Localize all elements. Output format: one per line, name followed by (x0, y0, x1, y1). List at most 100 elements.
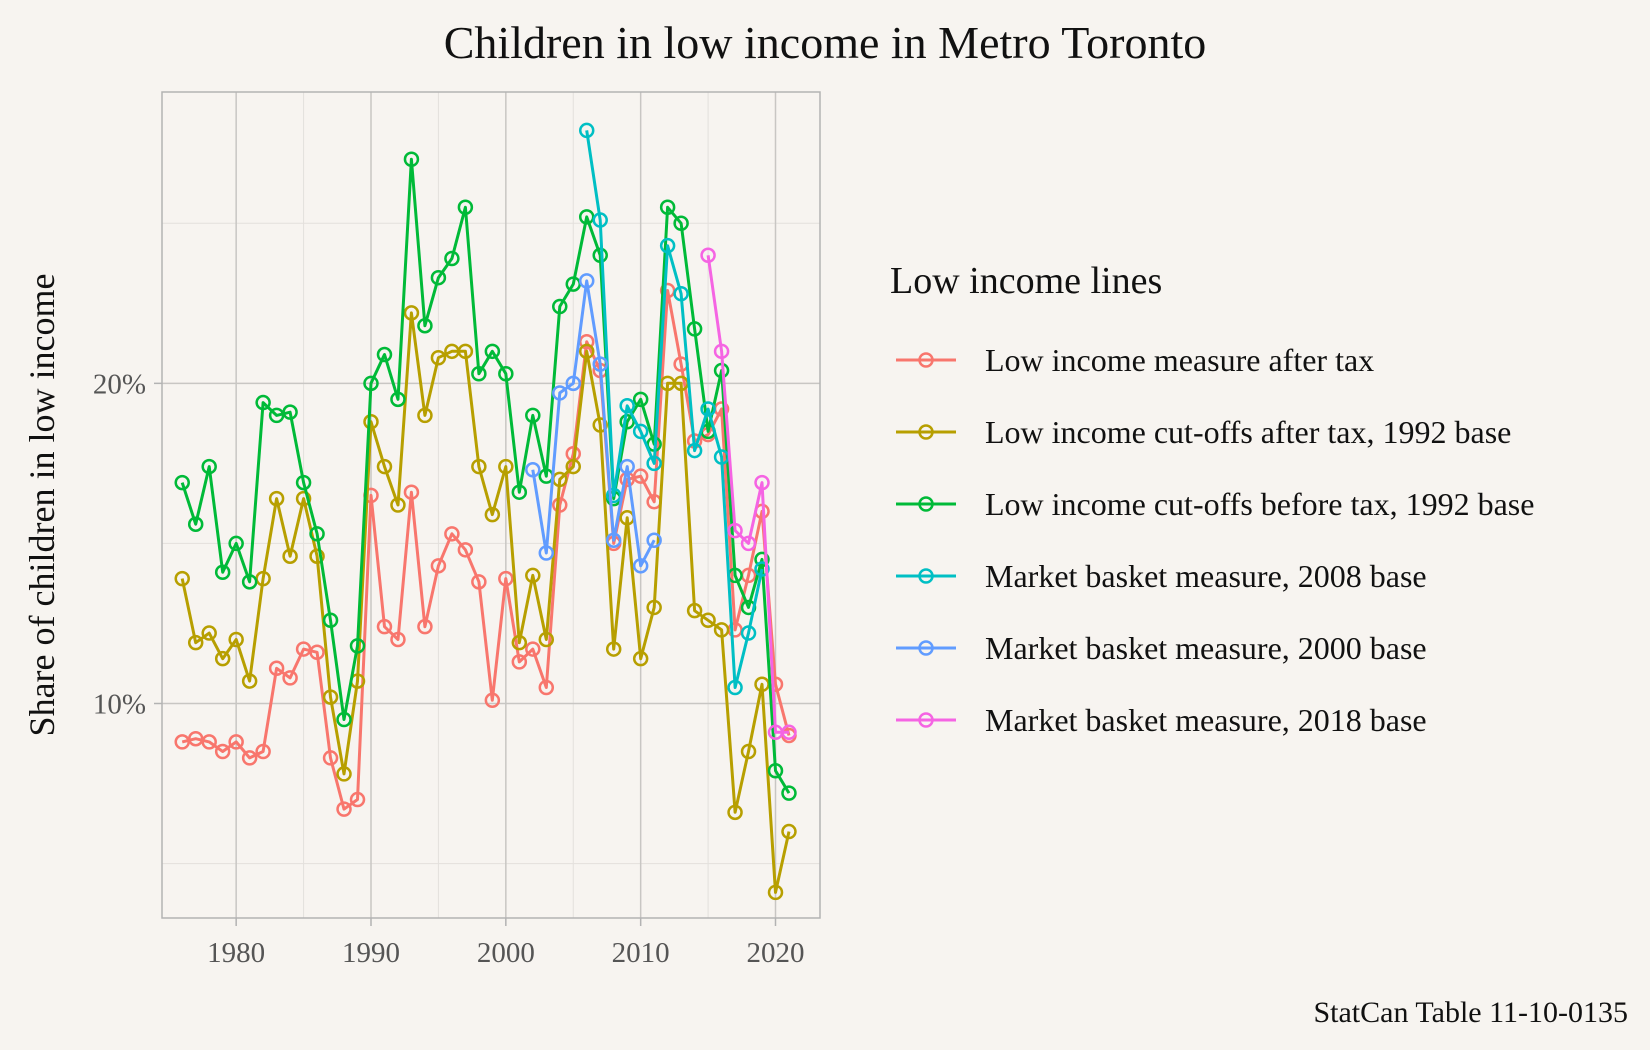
data-point (700, 401, 716, 417)
data-point (740, 743, 757, 760)
data-point (538, 545, 555, 561)
data-point (268, 660, 285, 677)
x-tick-label: 1980 (207, 937, 265, 969)
data-point (282, 548, 298, 564)
data-point (646, 455, 662, 472)
legend: Low income lines Low income measure afte… (890, 260, 1534, 738)
y-axis-label: Share of children in low income (22, 274, 62, 737)
legend-item: Market basket measure, 2000 base (896, 630, 1427, 666)
data-point (174, 474, 190, 491)
data-point (430, 269, 447, 286)
data-point (471, 365, 487, 382)
legend-label: Market basket measure, 2018 base (985, 702, 1427, 738)
data-point (646, 532, 662, 548)
data-point (754, 474, 770, 491)
data-point (484, 692, 501, 709)
data-point (417, 407, 433, 424)
data-point (632, 423, 649, 440)
data-point (605, 532, 622, 548)
data-point (336, 801, 352, 817)
data-point (349, 638, 366, 654)
data-point (309, 548, 325, 564)
x-tick-label: 2000 (477, 937, 535, 969)
data-point (471, 574, 487, 590)
series-line (706, 255, 789, 734)
legend-label: Market basket measure, 2000 base (985, 630, 1427, 666)
data-point (619, 458, 635, 475)
data-point (403, 151, 420, 167)
data-point (376, 618, 393, 635)
panel-border (161, 91, 821, 919)
data-point (686, 321, 703, 337)
data-point (241, 574, 258, 590)
legend-item: Low income measure after tax (896, 342, 1374, 378)
data-point (767, 762, 784, 779)
data-point (457, 199, 474, 216)
legend-key-point (918, 352, 934, 368)
data-point (295, 474, 312, 491)
chart-caption: StatCan Table 11-10-0135 (1313, 996, 1628, 1029)
y-tick-label: 20% (93, 368, 146, 400)
data-point (322, 612, 339, 629)
data-point (592, 356, 608, 372)
data-point (484, 343, 501, 360)
data-point (228, 535, 244, 552)
data-point (336, 711, 352, 728)
data-point (282, 670, 298, 686)
legend-label: Low income cut-offs before tax, 1992 bas… (985, 486, 1534, 522)
data-point (282, 404, 298, 420)
data-point (444, 526, 460, 542)
data-point (471, 458, 487, 475)
data-point (241, 750, 258, 766)
data-point (727, 522, 743, 539)
data-point (484, 506, 501, 523)
data-point (511, 654, 528, 670)
legend-item: Low income cut-offs before tax, 1992 bas… (896, 486, 1534, 522)
data-point (255, 394, 271, 411)
data-point (376, 346, 393, 363)
series-3 (578, 122, 770, 696)
legend-key-point (918, 640, 934, 656)
data-point (525, 567, 541, 584)
series-line (181, 289, 791, 811)
data-point (403, 305, 420, 321)
data-point (390, 631, 406, 648)
data-point (457, 343, 474, 360)
data-point (187, 516, 204, 532)
data-point (336, 766, 352, 782)
data-point (511, 484, 528, 500)
data-point (552, 385, 568, 401)
legend-item: Market basket measure, 2018 base (896, 702, 1427, 738)
data-point (592, 417, 608, 433)
legend-item: Low income cut-offs after tax, 1992 base (896, 414, 1511, 450)
data-point (525, 462, 541, 478)
data-point (632, 650, 649, 667)
legend-key-point (918, 712, 934, 728)
data-point (498, 365, 514, 382)
data-point (605, 641, 622, 657)
legend-item: Market basket measure, 2008 base (896, 558, 1427, 594)
data-point (241, 673, 258, 689)
data-point (457, 542, 474, 558)
legend-key-point (918, 496, 934, 512)
legend-title: Low income lines (890, 260, 1162, 302)
data-point (228, 631, 244, 648)
data-point (201, 734, 217, 750)
data-point (605, 487, 622, 504)
data-point (565, 458, 581, 475)
x-tick-label: 2020 (747, 937, 805, 969)
data-point (578, 122, 595, 139)
data-point (727, 679, 743, 696)
data-point (538, 679, 555, 696)
data-point (390, 497, 406, 513)
series-2 (174, 151, 797, 801)
series-line (531, 279, 656, 568)
data-point (700, 247, 716, 264)
data-point (525, 407, 541, 424)
data-point (511, 634, 528, 651)
data-point (322, 750, 339, 766)
data-point (565, 375, 581, 392)
data-point (781, 823, 797, 840)
data-point (713, 622, 730, 638)
